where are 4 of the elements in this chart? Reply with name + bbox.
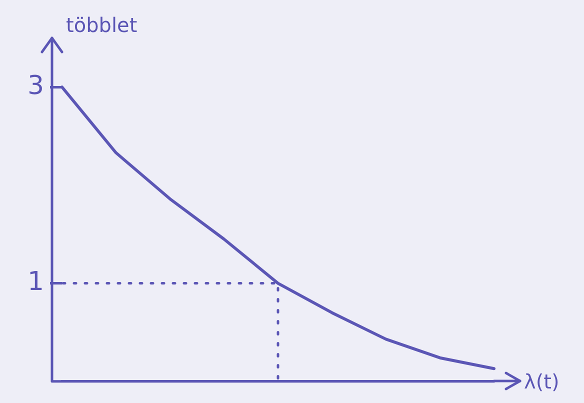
- y-tick-label: 3: [27, 70, 44, 101]
- x-axis-title: λ(t): [524, 369, 560, 394]
- y-tick-label: 1: [27, 267, 44, 298]
- y-axis-title: többlet: [66, 13, 138, 37]
